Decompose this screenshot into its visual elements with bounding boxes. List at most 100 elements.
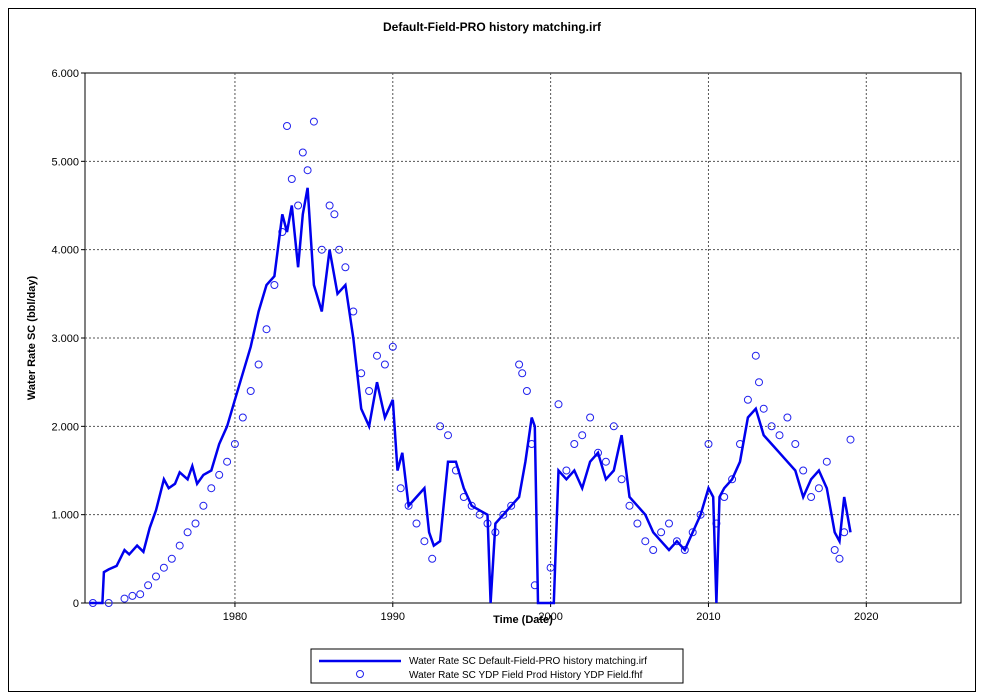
- scatter-point: [294, 201, 303, 210]
- x-tick-label: 1980: [223, 611, 247, 623]
- chart-title: Default-Field-PRO history matching.irf: [383, 20, 602, 34]
- scatter-point: [562, 466, 571, 475]
- scatter-point: [633, 519, 642, 528]
- scatter-point: [207, 484, 216, 493]
- scatter-point: [507, 501, 516, 510]
- scatter-point: [175, 541, 184, 550]
- y-tick-label: 5.000: [51, 156, 79, 168]
- scatter-point: [341, 263, 350, 272]
- scatter-point: [680, 546, 689, 554]
- scatter-point: [743, 395, 752, 404]
- scatter-point: [152, 572, 160, 581]
- scatter-point: [396, 484, 405, 493]
- scatter-point: [199, 501, 208, 510]
- y-tick-label: 3.000: [51, 333, 79, 345]
- scatter-point: [799, 466, 808, 475]
- scatter-point: [365, 387, 374, 395]
- scatter-point: [238, 413, 247, 422]
- scatter-point: [467, 501, 476, 510]
- scatter-point: [688, 528, 697, 537]
- chart-canvas: 0 1.000 2.000 3.000 4.000 5.000 6.000 1980 1990…: [26, 20, 962, 684]
- scatter-point: [325, 201, 334, 210]
- scatter-point: [309, 117, 318, 126]
- scatter-point: [704, 440, 713, 448]
- scatter-point: [586, 413, 595, 422]
- x-tick-label: 2020: [854, 611, 878, 623]
- scatter-point: [254, 360, 263, 369]
- scatter-point: [303, 166, 312, 175]
- scatter-point: [230, 440, 239, 448]
- scatter-point: [783, 413, 792, 422]
- legend-circle-swatch: [356, 670, 364, 678]
- scatter-point: [578, 431, 587, 440]
- y-tick-label: 0: [73, 598, 79, 610]
- scatter-point: [822, 457, 831, 466]
- scatter-point: [215, 470, 224, 479]
- line-series: [89, 187, 852, 605]
- scatter-point: [657, 528, 666, 537]
- scatter-point: [835, 554, 844, 563]
- y-axis-label: Water Rate SC (bbl/day): [26, 276, 38, 401]
- scatter-point: [330, 210, 339, 219]
- scatter-point: [412, 519, 421, 528]
- scatter-point: [388, 342, 397, 351]
- scatter-point: [223, 457, 232, 466]
- scatter-point: [665, 519, 673, 528]
- scatter-point: [755, 378, 763, 387]
- grid-lines: [81, 72, 961, 607]
- scatter-point: [191, 519, 200, 528]
- scatter-point: [159, 563, 168, 572]
- scatter-point: [167, 554, 176, 563]
- y-tick-label: 4.000: [51, 245, 79, 257]
- scatter-point: [807, 493, 816, 501]
- scatter-point: [373, 351, 381, 360]
- scatter-point: [625, 501, 634, 510]
- x-tick-label: 2000: [538, 611, 562, 623]
- scatter-point: [335, 245, 344, 254]
- y-tick-label: 2.000: [51, 421, 79, 433]
- scatter-point: [262, 325, 271, 334]
- scatter-point: [728, 475, 737, 484]
- scatter-point: [672, 537, 681, 546]
- scatter-point: [609, 422, 618, 431]
- scatter-point: [570, 440, 579, 448]
- scatter-point: [751, 351, 760, 360]
- scatter-point: [814, 484, 823, 493]
- scatter-point: [298, 148, 307, 157]
- scatter-point: [104, 599, 113, 607]
- scatter-point: [283, 122, 291, 130]
- x-tick-labels: 1980 1990 2000 2010 2020: [223, 611, 879, 623]
- scatter-point: [791, 440, 800, 448]
- scatter-point: [444, 431, 452, 440]
- scatter-point: [518, 369, 527, 378]
- scatter-point: [287, 175, 296, 183]
- scatter-point: [649, 546, 658, 554]
- scatter-point: [428, 554, 437, 563]
- x-axis-label: Time (Date): [493, 614, 553, 626]
- scatter-point: [317, 245, 326, 254]
- x-tick-label: 1990: [381, 611, 405, 623]
- scatter-point: [601, 457, 610, 466]
- scatter-point: [420, 537, 429, 546]
- scatter-point: [144, 581, 153, 590]
- scatter-point: [775, 431, 784, 440]
- scatter-point: [436, 422, 445, 431]
- scatter-point: [641, 537, 650, 546]
- legend-label-line: Water Rate SC Default-Field-PRO history …: [409, 656, 647, 667]
- scatter-point: [522, 387, 531, 395]
- scatter-point: [846, 435, 855, 444]
- scatter-point: [246, 387, 255, 395]
- scatter-point: [128, 591, 137, 600]
- legend-box: [310, 648, 684, 684]
- y-tick-labels: 0 1.000 2.000 3.000 4.000 5.000 6.000: [51, 68, 79, 610]
- scatter-point: [120, 594, 129, 603]
- scatter-point: [136, 590, 145, 599]
- scatter-point: [183, 528, 192, 537]
- y-tick-label: 6.000: [51, 68, 79, 80]
- scatter-point: [380, 360, 389, 369]
- x-tick-label: 2010: [696, 611, 720, 623]
- scatter-point: [554, 400, 563, 409]
- scatter-point: [617, 475, 626, 484]
- scatter-point: [515, 360, 524, 369]
- legend: Water Rate SC Default-Field-PRO history …: [310, 648, 684, 684]
